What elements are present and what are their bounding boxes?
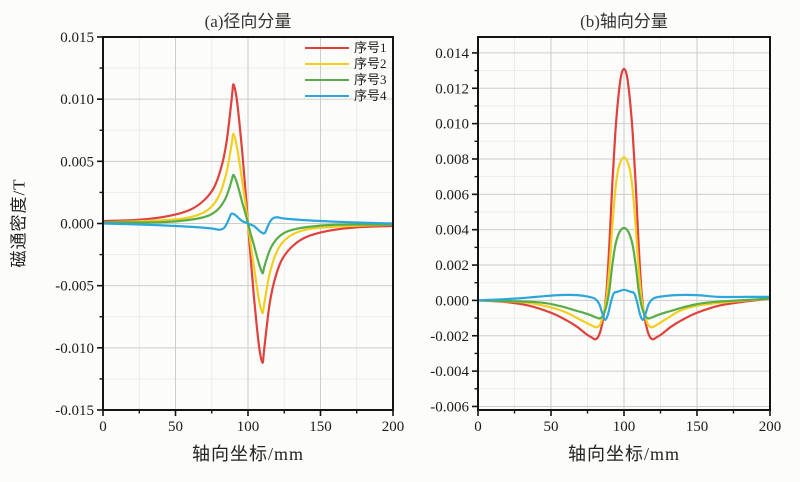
x-tick-label: 50 [544,419,559,435]
y-tick-label: 0.002 [435,258,469,274]
x-tick-label: 50 [168,419,183,435]
chart1-series-line-4 [479,288,769,321]
y-tick-label: 0.012 [435,81,469,97]
y-tick-label: -0.002 [430,329,469,345]
y-tick-label: 0.005 [60,154,94,170]
series-group [104,83,392,364]
chart0-series-line-4 [104,212,392,235]
legend-label-3: 序号3 [354,72,387,87]
legend: 序号1 序号2 序号3 序号4 [305,40,400,104]
x-tick-label: 100 [237,419,260,435]
y-tick-label: 0.010 [435,117,469,133]
y-tick-label: 0.014 [435,46,469,62]
legend-item: 序号4 [305,88,400,104]
x-tick-label: 100 [613,419,636,435]
y-tick-label: 0.006 [435,187,469,203]
chart-a-title: (a)径向分量 [204,12,292,31]
series-group [479,67,769,341]
y-tick-label: 0.004 [435,223,469,239]
y-tick-label: 0.015 [60,30,94,46]
y-tick-label: -0.010 [55,341,94,357]
x-tick-label: 0 [474,419,482,435]
chart-a-y-axis-title: 磁通密度/T [9,178,29,268]
y-tick-label: -0.005 [55,279,94,295]
chart1-series-line-3 [479,226,769,320]
legend-label-4: 序号4 [354,88,387,103]
legend-item: 序号3 [305,72,400,88]
chart-b-title: (b)轴向分量 [580,12,668,31]
x-tick-label: 150 [686,419,709,435]
x-tick-label: 200 [382,419,405,435]
legend-line-swatch-2 [305,62,349,66]
x-tick-label: 150 [309,419,332,435]
chart-b-x-axis-title: 轴向坐标/mm [567,444,681,464]
legend-line-swatch-1 [305,46,349,50]
plot-border [477,36,771,411]
y-tick-label: -0.004 [430,364,469,380]
y-tick-label: -0.006 [430,399,469,415]
y-tick-label: -0.015 [55,403,94,419]
chart1-series-line-1 [479,67,769,341]
y-tick-label: 0.000 [60,217,94,233]
legend-label-1: 序号1 [354,40,387,55]
legend-line-swatch-3 [305,78,349,82]
x-tick-label: 200 [759,419,782,435]
chart-b-plot: 0 50 100 150 200 0.014 0.012 0.010 0.008 0.006 0.0… [430,36,782,435]
legend-item: 序号2 [305,56,400,72]
legend-line-swatch-4 [305,94,349,98]
x-tick-label: 0 [99,419,107,435]
plot-border [102,36,394,411]
y-tick-label: 0.008 [435,152,469,168]
legend-item: 序号1 [305,40,400,56]
legend-label-2: 序号2 [354,56,387,71]
chart-a-x-axis-title: 轴向坐标/mm [191,444,305,464]
chart-a-plot: 0 50 100 150 200 0.015 0.010 0.005 0.000 -0.005 -0… [55,30,404,435]
y-tick-label: 0.010 [60,92,94,108]
chart1-series-line-2 [479,156,769,329]
y-tick-label: 0.000 [435,293,469,309]
